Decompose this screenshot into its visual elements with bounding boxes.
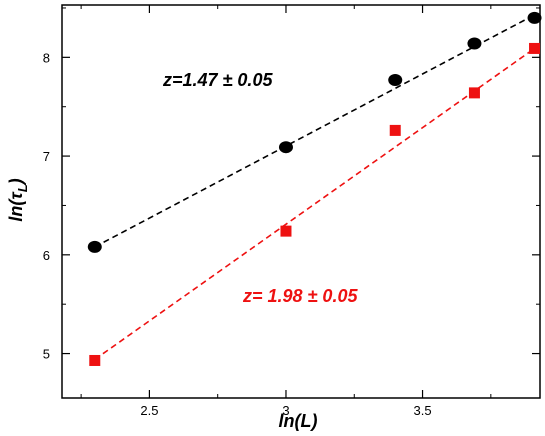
x-tick-label: 3.5 (414, 403, 432, 418)
data-point-square (389, 124, 401, 136)
y-axis-label-main: ln(τ (6, 191, 26, 222)
y-tick-label: 6 (43, 248, 50, 263)
y-axis-label-sub: L (15, 184, 30, 192)
y-tick-label: 5 (43, 347, 50, 362)
data-point-square (468, 87, 480, 99)
data-point-square (280, 225, 292, 237)
plot-frame (61, 4, 541, 399)
annotation-black: z=1.47 ± 0.05 (162, 70, 273, 90)
fit-lines (94, 14, 535, 361)
data-point-square (89, 354, 101, 366)
x-axis-label: ln(L) (279, 411, 318, 431)
data-markers (87, 11, 542, 366)
svg-text:ln(τL): ln(τL) (6, 178, 30, 221)
fit-line-0 (94, 14, 535, 248)
fit-line-1 (94, 47, 535, 361)
data-point-circle (527, 11, 542, 24)
x-tick-label: 3 (282, 403, 289, 418)
annotation-red: z= 1.98 ± 0.05 (242, 286, 358, 306)
data-point-circle (278, 141, 293, 154)
data-point-circle (467, 37, 482, 50)
y-axis-label: ln(τL) (6, 178, 30, 221)
data-point-circle (87, 240, 102, 253)
data-point-circle (388, 74, 403, 87)
y-tick-label: 8 (43, 50, 50, 65)
data-point-square (529, 42, 541, 54)
y-axis-label-close: ) (6, 178, 26, 186)
x-tick-label: 2.5 (140, 403, 158, 418)
ticks: 2.5 3 3.5 5 6 7 8 (43, 5, 540, 418)
y-tick-label: 7 (43, 149, 50, 164)
